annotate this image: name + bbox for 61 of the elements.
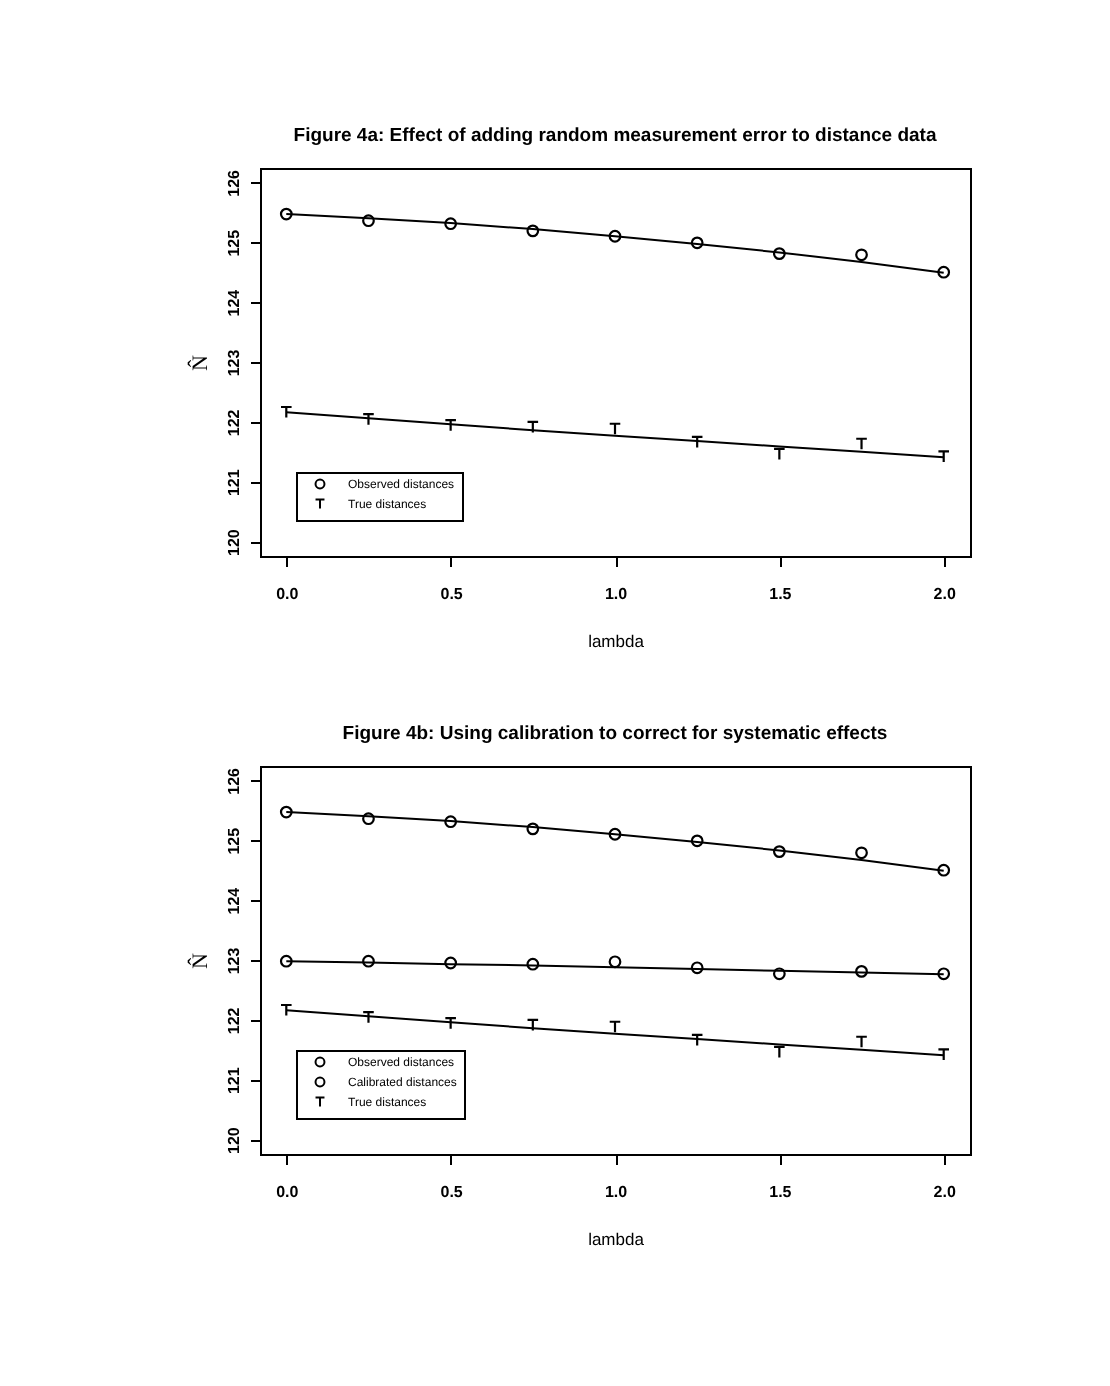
point	[855, 248, 868, 262]
point	[608, 955, 622, 969]
y-tick-label: 122	[225, 1006, 243, 1035]
y-tick-label: 123	[225, 348, 243, 377]
x-axis-title: lambda	[588, 631, 645, 651]
point	[362, 812, 375, 826]
y-tick-label: 124	[225, 288, 243, 317]
x-tick-label: 2.0	[933, 1183, 957, 1201]
y-tick-label: 126	[225, 766, 243, 795]
y-tick-label: 121	[225, 468, 243, 497]
point	[444, 217, 458, 231]
y-tick-label: 124	[225, 886, 243, 915]
y-tick-label: 120	[225, 528, 243, 556]
x-tick-label: 1.5	[769, 1183, 793, 1201]
point	[690, 834, 704, 848]
x-tick-label: 0.0	[276, 585, 300, 603]
x-tick-label: 1.0	[604, 585, 629, 603]
x-tick-label: 0.0	[276, 1183, 300, 1201]
chart-title: Figure 4a: Effect of adding random measurement error to distance data	[293, 125, 938, 147]
x-tick-label: 1.0	[604, 1183, 629, 1201]
y-axis-title: N̂	[186, 952, 213, 969]
point	[855, 437, 868, 451]
point	[444, 815, 458, 829]
point	[526, 420, 540, 434]
y-tick-label: 126	[225, 168, 243, 197]
point	[855, 1035, 868, 1049]
point	[362, 954, 375, 968]
y-tick-label: 125	[225, 228, 243, 257]
point	[608, 1020, 622, 1034]
y-axis-title: N̂	[186, 354, 213, 371]
point	[526, 224, 540, 238]
point	[772, 845, 786, 859]
point	[772, 247, 786, 261]
point	[855, 846, 868, 860]
chart-title: Figure 4b: Using calibration to correct for systematic effects	[342, 723, 888, 745]
x-tick-label: 0.5	[440, 585, 464, 603]
point	[526, 957, 540, 971]
x-tick-label: 2.0	[933, 585, 957, 603]
point	[772, 1045, 786, 1059]
point	[526, 1018, 540, 1032]
point	[690, 961, 704, 975]
point	[855, 964, 868, 978]
point	[690, 435, 704, 449]
point	[608, 422, 622, 436]
point	[608, 229, 622, 243]
point	[690, 1033, 704, 1047]
point	[444, 956, 458, 970]
point	[690, 236, 704, 250]
x-tick-label: 0.5	[440, 1183, 464, 1201]
x-axis-title: lambda	[588, 1229, 645, 1249]
y-tick-label: 123	[225, 946, 243, 975]
point	[526, 822, 540, 836]
point	[772, 447, 786, 461]
y-tick-label: 120	[225, 1126, 243, 1154]
point	[772, 967, 786, 981]
point	[608, 827, 622, 841]
y-tick-label: 122	[225, 408, 243, 437]
y-tick-label: 125	[225, 826, 243, 855]
y-tick-label: 121	[225, 1066, 243, 1095]
point	[362, 214, 375, 228]
x-tick-label: 1.5	[769, 585, 793, 603]
